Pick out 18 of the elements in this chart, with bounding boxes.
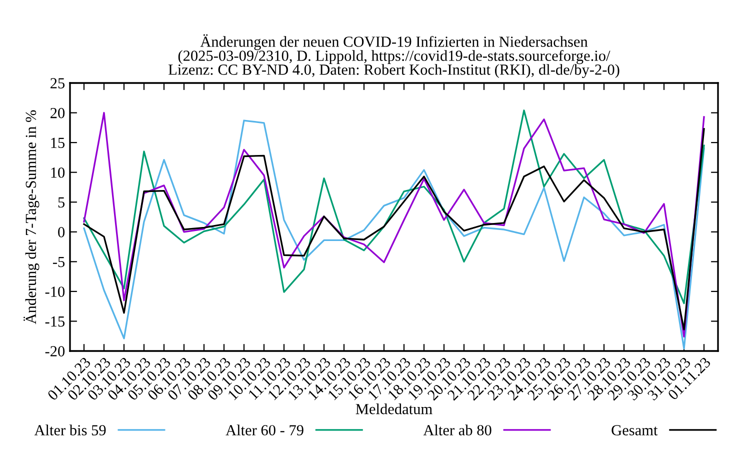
y-tick-label: 10 [51, 167, 65, 178]
legend-label: Alter 60 - 79 [226, 424, 304, 436]
line-series [83, 110, 705, 304]
y-tick-label: 5 [58, 197, 65, 208]
y-tick-label: 0 [58, 227, 65, 238]
y-tick-label: -20 [45, 346, 65, 356]
y-tick-label: 25 [50, 78, 65, 88]
x-axis-title: Meldedatum [356, 403, 432, 414]
legend-label: Alter ab 80 [423, 424, 492, 436]
y-axis-title: Änderung der 7-Tage-Summe in % [24, 110, 40, 324]
y-tick-label: -15 [45, 316, 65, 327]
y-tick-label: -5 [52, 256, 65, 268]
chart-title: Änderungen der neuen COVID-19 Infizierten in Niedersachsen (2025-03-09/2310, D. Lippold, https://covid19-de-stats.sourceforge.io/ Lizenz: CC BY-ND 4.0, Daten: Robert Koch-Institut (RKI), dl-de/by-2-0) [168, 34, 620, 78]
legend-label: Gesamt [612, 425, 658, 436]
y-tick-label: 15 [51, 138, 65, 148]
y-tick-label: 20 [50, 108, 65, 118]
y-tick-label: -10 [45, 286, 65, 297]
legend-label: Alter bis 59 [34, 424, 106, 436]
